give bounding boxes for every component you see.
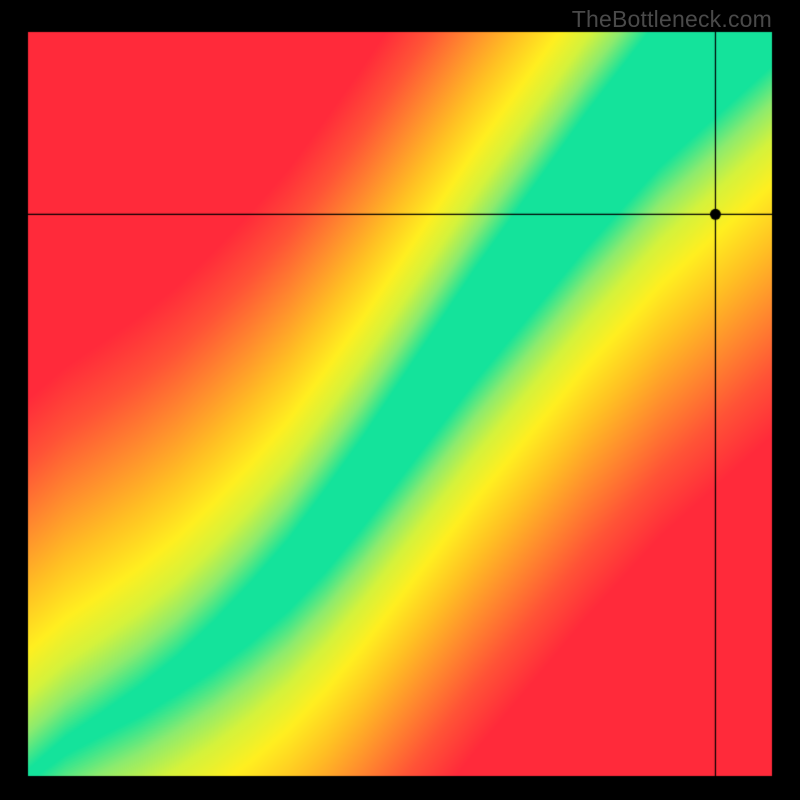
chart-container: TheBottleneck.com	[0, 0, 800, 800]
heatmap-canvas	[0, 0, 800, 800]
watermark-label: TheBottleneck.com	[572, 6, 772, 33]
